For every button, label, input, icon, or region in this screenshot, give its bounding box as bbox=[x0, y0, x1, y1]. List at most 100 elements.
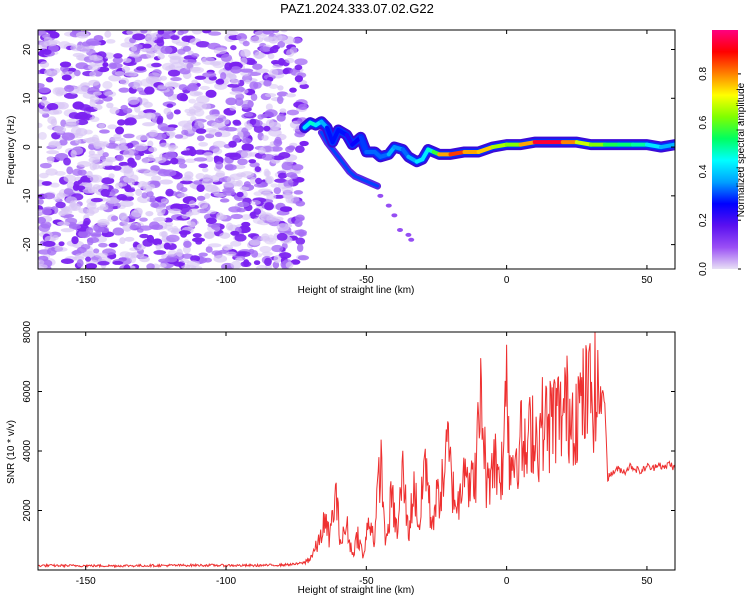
noise-blob bbox=[277, 172, 288, 179]
noise-blob bbox=[102, 165, 116, 170]
bottom-x-ticks: -150 -100 -50 0 50 bbox=[76, 332, 653, 587]
bottom-y-tick-label: 6000 bbox=[22, 380, 33, 403]
noise-blob bbox=[46, 102, 59, 111]
ghost-dot bbox=[377, 193, 384, 198]
noise-blob bbox=[292, 37, 302, 44]
noise-blob bbox=[264, 175, 275, 185]
noise-blob bbox=[118, 161, 129, 167]
bottom-y-tick-label: 8000 bbox=[22, 320, 33, 343]
noise-blob bbox=[71, 146, 84, 156]
noise-blob bbox=[90, 197, 103, 203]
noise-blob bbox=[63, 174, 77, 183]
noise-blob bbox=[222, 244, 234, 251]
noise-blob bbox=[60, 228, 75, 233]
noise-blob bbox=[212, 140, 226, 148]
top-y-tick-label: -20 bbox=[22, 237, 33, 252]
noise-blob bbox=[278, 151, 291, 159]
noise-blob bbox=[196, 195, 206, 201]
noise-blob bbox=[230, 230, 240, 236]
noise-blob bbox=[119, 77, 130, 85]
noise-blob bbox=[222, 182, 237, 188]
noise-blob bbox=[241, 214, 252, 220]
noise-blob bbox=[264, 109, 278, 118]
bottom-y-axis-label: SNR (10 * v/v) bbox=[6, 420, 17, 484]
noise-blob bbox=[269, 216, 284, 222]
noise-blob bbox=[294, 75, 303, 83]
noise-blob bbox=[116, 194, 128, 201]
noise-blob bbox=[80, 244, 91, 250]
noise-blob bbox=[72, 168, 83, 176]
noise-blob bbox=[240, 171, 255, 178]
noise-blob bbox=[85, 227, 94, 235]
noise-blob bbox=[186, 111, 196, 117]
top-y-axis-label: Frequency (Hz) bbox=[6, 116, 17, 185]
noise-blob bbox=[150, 202, 160, 208]
noise-blob bbox=[38, 223, 51, 232]
noise-blob bbox=[294, 58, 308, 66]
noise-blob bbox=[116, 154, 124, 162]
noise-blob bbox=[53, 109, 63, 115]
noise-blob bbox=[48, 39, 61, 45]
noise-blob bbox=[121, 66, 131, 72]
noise-blob bbox=[41, 181, 53, 186]
noise-blob bbox=[235, 180, 243, 187]
noise-blob bbox=[261, 233, 270, 241]
noise-blob bbox=[234, 234, 247, 242]
noise-blob bbox=[176, 248, 183, 257]
noise-blob bbox=[123, 176, 131, 183]
bottom-x-axis-label: Height of straight line (km) bbox=[298, 585, 415, 596]
ridge-segment bbox=[358, 135, 369, 154]
ridge-segment bbox=[476, 145, 495, 154]
noise-blob bbox=[190, 255, 201, 262]
noise-blob bbox=[63, 157, 71, 166]
noise-blob bbox=[110, 188, 119, 194]
noise-blob bbox=[188, 106, 202, 113]
noise-blob bbox=[82, 220, 90, 227]
noise-blob bbox=[264, 93, 277, 98]
noise-blob bbox=[245, 123, 253, 131]
noise-blob bbox=[157, 84, 168, 90]
noise-blob bbox=[54, 247, 68, 252]
ridge-segment bbox=[644, 142, 663, 150]
noise-blob bbox=[123, 149, 135, 158]
noise-blob bbox=[109, 62, 123, 69]
noise-blob bbox=[201, 178, 213, 187]
noise-blob bbox=[75, 139, 82, 144]
noise-blob bbox=[196, 135, 205, 142]
top-x-tick-label: -50 bbox=[359, 275, 374, 286]
noise-blob bbox=[255, 68, 270, 74]
noise-blob bbox=[285, 172, 297, 178]
bottom-x-tick-label: 0 bbox=[504, 576, 510, 587]
noise-blob bbox=[249, 162, 260, 168]
bottom-x-tick-label: -100 bbox=[216, 576, 236, 587]
noise-blob bbox=[229, 90, 243, 95]
noise-blob bbox=[104, 30, 112, 38]
noise-blob bbox=[87, 237, 94, 246]
noise-blob bbox=[124, 71, 138, 77]
noise-blob bbox=[85, 256, 92, 262]
bottom-y-tick-label: 2000 bbox=[22, 499, 33, 522]
noise-blob bbox=[98, 164, 106, 170]
noise-blob bbox=[136, 87, 144, 93]
noise-blob bbox=[249, 36, 264, 44]
noise-blob bbox=[243, 181, 251, 188]
noise-blob bbox=[139, 256, 150, 263]
noise-blob bbox=[240, 150, 253, 159]
noise-blob bbox=[112, 165, 122, 171]
noise-blob bbox=[137, 181, 148, 189]
noise-blob bbox=[167, 82, 181, 88]
noise-blob bbox=[270, 146, 283, 152]
noise-blob bbox=[97, 218, 110, 228]
noise-blob bbox=[41, 49, 52, 55]
noise-blob bbox=[136, 168, 150, 174]
noise-blob bbox=[205, 246, 213, 253]
noise-blob bbox=[289, 46, 298, 55]
noise-blob bbox=[229, 173, 243, 181]
noise-blob bbox=[38, 259, 45, 266]
colorbar-label: Normalized spectral amplitude bbox=[736, 82, 747, 217]
noise-blob bbox=[269, 68, 279, 77]
noise-blob bbox=[46, 156, 55, 164]
noise-blob bbox=[119, 137, 127, 146]
noise-blob bbox=[248, 159, 257, 164]
noise-blob bbox=[132, 33, 146, 41]
